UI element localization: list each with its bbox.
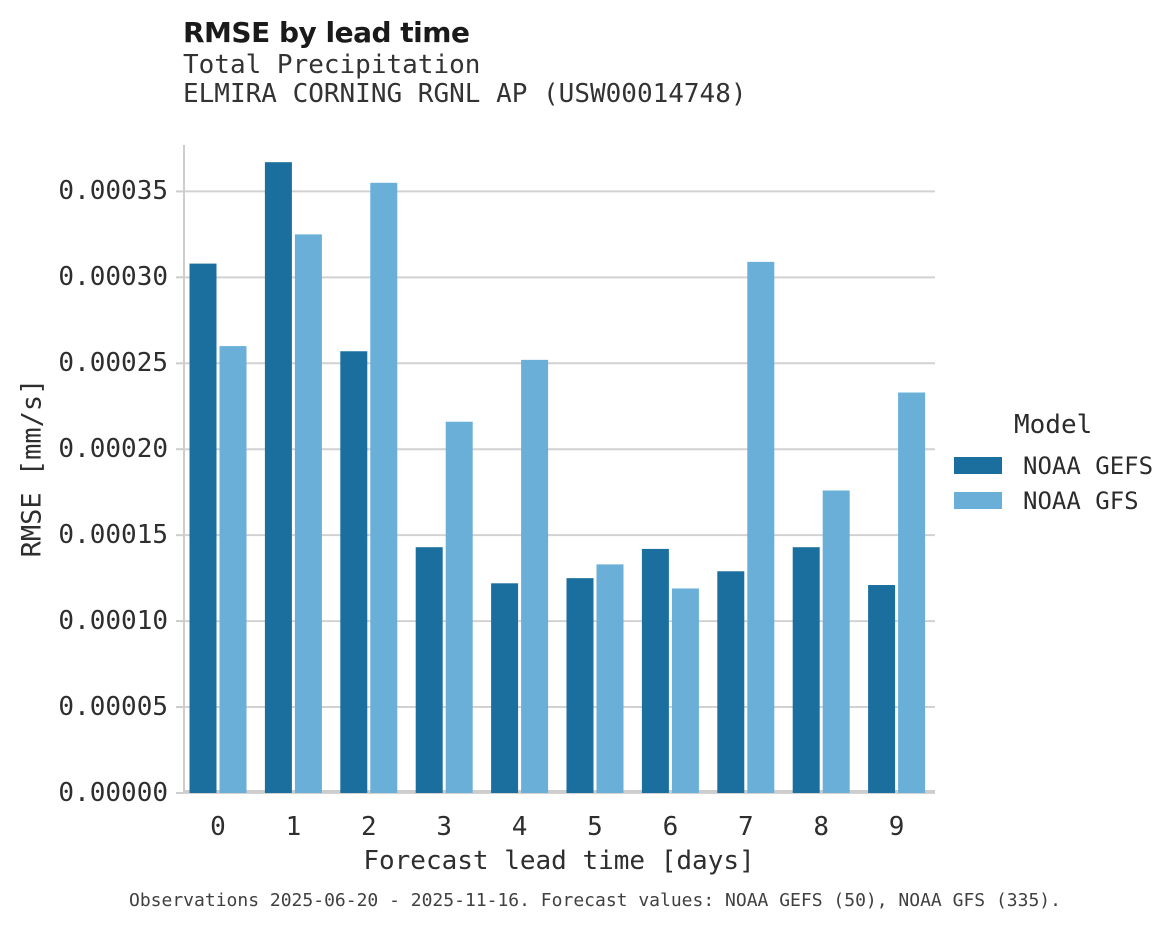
bar-noaa-gefs-lead-5 [566, 578, 594, 793]
y-tick-label-0.00020: 0.00020 [58, 434, 168, 465]
legend-label-noaa-gefs: NOAA GEFS [1023, 451, 1154, 480]
chart-subtitle-variable: Total Precipitation [183, 50, 481, 80]
x-tick-label-6: 6 [662, 812, 679, 842]
bar-noaa-gfs-lead-9 [898, 392, 926, 793]
x-tick-label-0: 0 [210, 812, 226, 842]
bar-noaa-gefs-lead-7 [717, 571, 745, 793]
bar-noaa-gefs-lead-4 [491, 583, 519, 793]
footer-caption: Observations 2025-06-20 - 2025-11-16. Fo… [129, 890, 1061, 911]
x-tick-label-9: 9 [888, 812, 905, 842]
x-tick-label-7: 7 [737, 812, 754, 842]
chart-subtitle-station: ELMIRA CORNING RGNL AP (USW00014748) [183, 79, 747, 109]
bar-noaa-gfs-lead-5 [596, 564, 624, 793]
x-tick-label-4: 4 [511, 812, 528, 842]
y-tick-label-0.00015: 0.00015 [58, 520, 168, 551]
legend-entries: NOAA GEFS NOAA GFS [954, 448, 1175, 518]
legend-label-noaa-gfs: NOAA GFS [1023, 486, 1139, 515]
y-tick-label-0.00025: 0.00025 [58, 348, 168, 379]
bar-noaa-gfs-lead-6 [671, 588, 699, 793]
bar-noaa-gefs-lead-6 [641, 548, 669, 793]
y-tick-label-0.00005: 0.00005 [58, 692, 168, 723]
y-tick-label-0.00035: 0.00035 [58, 176, 168, 207]
plot-area [176, 145, 935, 794]
bar-noaa-gfs-lead-7 [747, 261, 775, 794]
legend-entry-noaa-gefs: NOAA GEFS [954, 448, 1175, 483]
y-tick-label-0.00030: 0.00030 [58, 262, 168, 293]
bar-noaa-gefs-lead-9 [868, 585, 896, 793]
bar-noaa-gfs-lead-8 [822, 490, 850, 793]
x-tick-label-1: 1 [285, 812, 302, 842]
bar-noaa-gefs-lead-2 [340, 351, 368, 793]
legend-swatch-noaa-gefs [954, 457, 1002, 474]
bar-noaa-gefs-lead-8 [792, 547, 820, 793]
y-tick-label-0.00010: 0.00010 [58, 606, 168, 637]
bar-noaa-gfs-lead-0 [219, 346, 247, 793]
legend-entry-noaa-gfs: NOAA GFS [954, 483, 1175, 518]
legend: Model NOAA GEFS NOAA GFS [954, 410, 1175, 518]
legend-swatch-noaa-gfs [954, 492, 1002, 509]
x-axis-label: Forecast lead time [days] [363, 846, 755, 876]
bar-noaa-gfs-lead-4 [521, 359, 549, 793]
x-tick-label-3: 3 [436, 812, 453, 842]
x-tick-label-5: 5 [587, 812, 603, 842]
legend-title: Model [1014, 410, 1093, 440]
x-tick-label-2: 2 [360, 812, 377, 842]
bar-noaa-gefs-lead-1 [264, 162, 292, 793]
y-tick-label-0.00000: 0.00000 [58, 778, 168, 808]
x-tick-label-8: 8 [813, 812, 830, 842]
bar-noaa-gefs-lead-3 [415, 547, 443, 793]
bar-noaa-gfs-lead-1 [294, 234, 322, 794]
bar-noaa-gefs-lead-0 [189, 263, 217, 793]
bar-noaa-gfs-lead-3 [445, 421, 473, 793]
chart-title: RMSE by lead time [183, 16, 470, 49]
bar-noaa-gfs-lead-2 [370, 182, 398, 793]
